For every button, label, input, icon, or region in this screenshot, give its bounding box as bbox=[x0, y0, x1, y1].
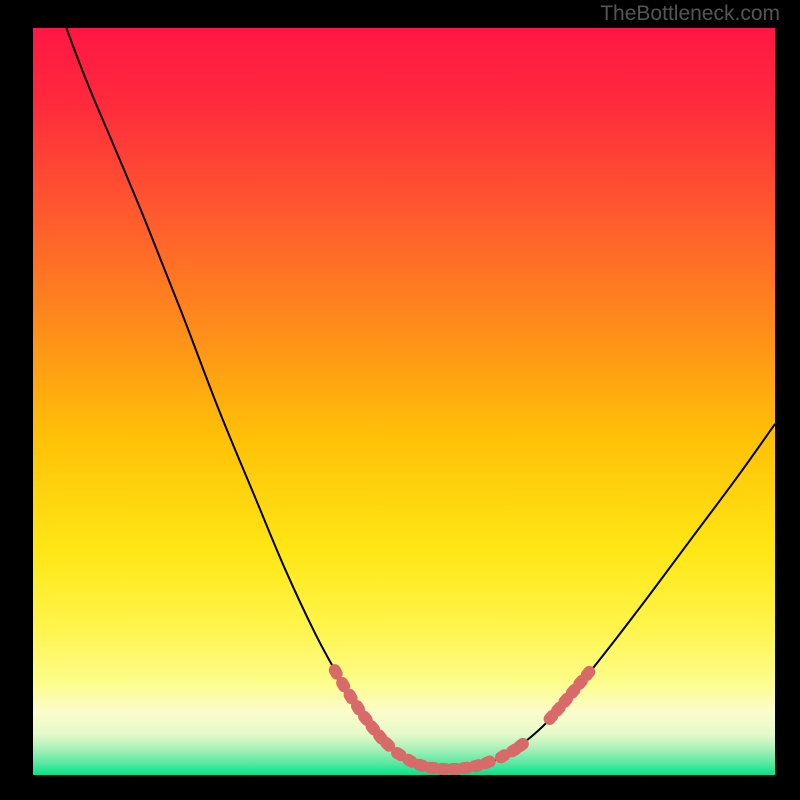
plot-area bbox=[33, 28, 775, 775]
chart-svg bbox=[33, 28, 775, 775]
watermark-text: TheBottleneck.com bbox=[600, 2, 780, 26]
chart-container: TheBottleneck.com bbox=[0, 0, 800, 800]
gradient-background bbox=[33, 28, 775, 775]
